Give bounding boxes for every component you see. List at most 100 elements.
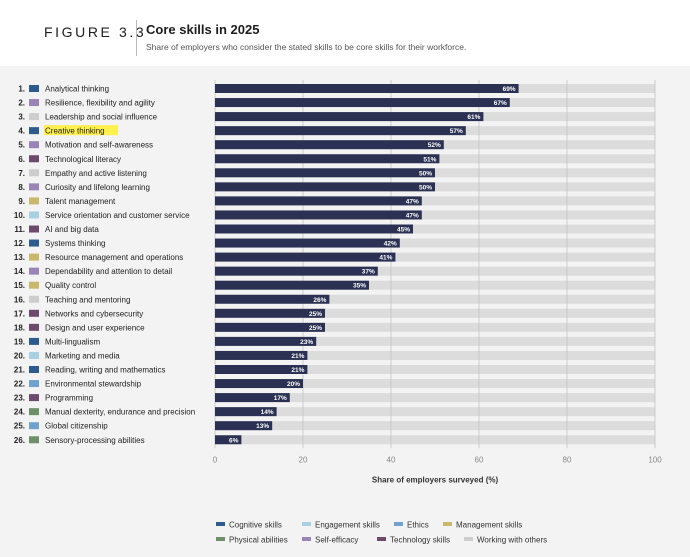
skill-label: Environmental stewardship — [45, 380, 142, 389]
bar-track — [215, 435, 655, 445]
data-label: 25% — [309, 325, 322, 332]
bar-track — [215, 350, 655, 360]
bar-track — [215, 393, 655, 403]
data-label: 42% — [384, 241, 397, 248]
category-swatch — [29, 380, 39, 388]
data-label: 6% — [229, 437, 239, 444]
chart-title: Core skills in 2025 — [146, 22, 260, 37]
data-label: 45% — [397, 227, 410, 234]
skill-label: Creative thinking — [45, 127, 105, 136]
bar-track — [215, 294, 655, 304]
category-swatch — [29, 309, 39, 317]
data-label: 20% — [287, 381, 300, 388]
legend-label: Cognitive skills — [229, 521, 282, 530]
skill-label: Analytical thinking — [45, 85, 109, 94]
rank-label: 7. — [18, 169, 25, 178]
x-tick-label: 20 — [299, 455, 308, 464]
category-swatch — [29, 366, 39, 373]
legend-swatch — [302, 522, 311, 526]
rank-label: 21. — [14, 366, 25, 375]
skill-label: AI and big data — [45, 225, 99, 234]
bar-track — [215, 266, 655, 276]
skill-label: Reading, writing and mathematics — [45, 366, 166, 375]
skill-label: Teaching and mentoring — [45, 295, 130, 304]
skill-label: Empathy and active listening — [45, 169, 147, 178]
skill-label: Resilience, flexibility and agility — [45, 99, 155, 108]
bar — [215, 252, 396, 262]
data-label: 23% — [300, 339, 313, 346]
figure-label: FIGURE 3.3 — [44, 24, 147, 40]
bar-track — [215, 308, 655, 318]
rank-label: 13. — [14, 253, 25, 262]
skill-label: Marketing and media — [45, 351, 120, 360]
category-swatch — [29, 281, 39, 289]
category-swatch — [29, 267, 39, 275]
rank-label: 1. — [18, 85, 25, 94]
category-swatch — [29, 141, 39, 149]
legend-label: Physical abilities — [229, 536, 288, 545]
bar-track — [215, 252, 655, 262]
bar — [215, 168, 435, 178]
rank-label: 20. — [14, 351, 25, 360]
bar — [215, 350, 308, 360]
x-tick-label: 60 — [475, 455, 484, 464]
skill-label: Multi-lingualism — [45, 337, 100, 346]
data-label: 21% — [291, 367, 304, 374]
rank-label: 24. — [14, 408, 25, 417]
category-swatch — [29, 422, 39, 430]
legend-label: Self-efficacy — [315, 536, 358, 545]
data-label: 26% — [313, 297, 326, 304]
bar-track — [215, 224, 655, 234]
category-swatch — [29, 394, 39, 402]
category-swatch — [29, 295, 39, 303]
rank-label: 26. — [14, 436, 25, 445]
rank-label: 4. — [18, 127, 25, 136]
rank-label: 5. — [18, 141, 25, 150]
data-label: 50% — [419, 184, 432, 191]
highlight-marker — [44, 125, 118, 136]
bar-track — [215, 322, 655, 332]
legend-swatch — [464, 537, 473, 541]
category-swatch — [29, 253, 39, 261]
bar — [215, 365, 308, 374]
rank-label: 8. — [18, 183, 25, 192]
legend-label: Management skills — [456, 521, 522, 530]
rank-label: 11. — [14, 225, 25, 234]
data-label: 17% — [274, 395, 287, 402]
bar — [215, 379, 303, 389]
x-tick-label: 0 — [213, 455, 218, 464]
data-label: 67% — [494, 100, 507, 107]
rank-label: 12. — [14, 239, 25, 248]
bar-track — [215, 336, 655, 346]
data-label: 57% — [450, 128, 463, 135]
bar — [215, 336, 317, 346]
category-swatch — [29, 351, 39, 359]
category-swatch — [29, 337, 39, 345]
bar — [215, 238, 400, 248]
chart-panel: 1. Analytical thinking 69% 2. Resilience, fl… — [0, 66, 690, 557]
data-label: 35% — [353, 283, 366, 290]
skill-label: Quality control — [45, 281, 96, 290]
rank-label: 16. — [14, 295, 25, 304]
bar — [215, 322, 325, 332]
bar-track — [215, 280, 655, 290]
category-swatch — [29, 155, 39, 163]
data-label: 69% — [503, 86, 516, 93]
bar — [215, 280, 369, 290]
bar — [215, 182, 435, 192]
category-swatch — [29, 323, 39, 331]
category-swatch — [29, 85, 39, 92]
rank-label: 25. — [14, 422, 25, 431]
bar-track — [215, 196, 655, 206]
skill-label: Leadership and social influence — [45, 113, 158, 122]
bar — [215, 126, 466, 136]
data-label: 41% — [379, 255, 392, 262]
rank-label: 9. — [18, 197, 25, 206]
legend-swatch — [216, 537, 225, 541]
data-label: 51% — [423, 156, 436, 163]
skill-label: Design and user experience — [45, 323, 145, 332]
category-swatch — [29, 197, 39, 205]
bar — [215, 294, 330, 304]
bar-track — [215, 365, 655, 374]
bar-track — [215, 379, 655, 389]
